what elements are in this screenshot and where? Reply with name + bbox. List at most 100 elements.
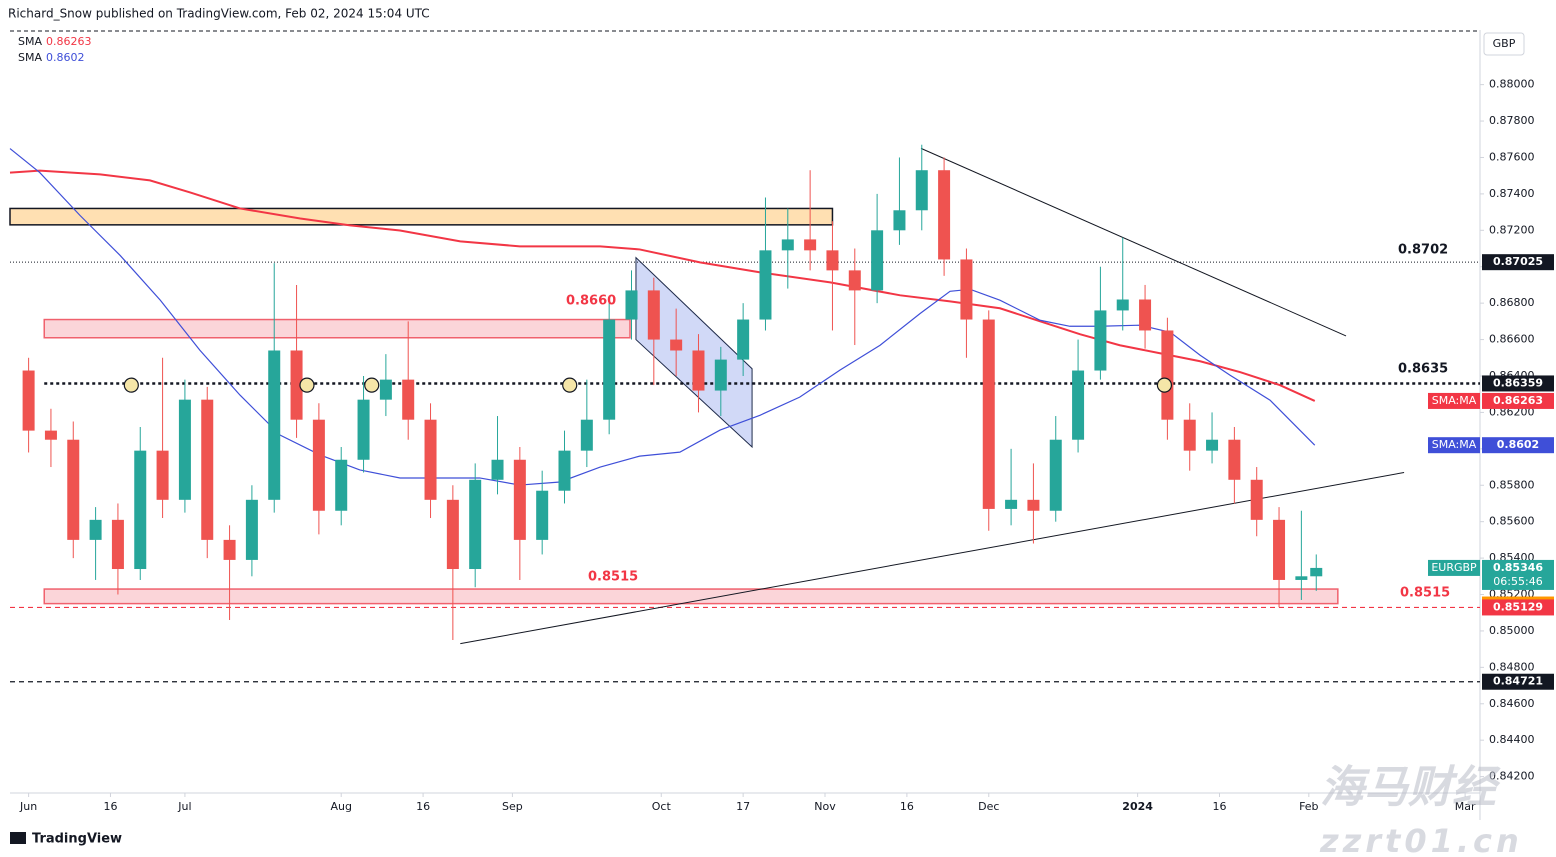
sma-price: 0.8602 (1497, 438, 1539, 451)
candle-body (201, 399, 214, 540)
candle-body (982, 319, 995, 509)
x-tick-label: 2024 (1122, 800, 1153, 813)
candle-body (1161, 330, 1174, 420)
candle-body (1183, 419, 1196, 451)
candle-body (1005, 499, 1018, 509)
y-tick-label: 0.85800 (1489, 478, 1535, 491)
annotation: 0.8635 (1398, 362, 1448, 377)
sma-price-box (1482, 437, 1554, 454)
candle-body (469, 479, 482, 570)
touch-marker (562, 377, 578, 393)
trendline (920, 147, 1347, 337)
y-tick-label: 0.87200 (1489, 223, 1535, 236)
x-tick-label: Jun (19, 800, 37, 813)
candle-body (960, 259, 973, 320)
x-tick-label: Sep (502, 800, 523, 813)
candle-body (335, 459, 348, 511)
price-label: 0.86359 (1493, 376, 1543, 389)
candle-body (1206, 439, 1219, 451)
candle-body (156, 450, 169, 500)
candle-body (692, 350, 705, 391)
candle-body (625, 290, 638, 320)
candle-body (379, 379, 392, 400)
candle-body (446, 499, 459, 570)
sma-tag-box (1428, 437, 1480, 454)
y-tick-label: 0.88000 (1489, 78, 1535, 91)
candle-body (670, 339, 683, 351)
x-tick-label: Jul (177, 800, 191, 813)
candle-body (871, 230, 884, 291)
trendline (460, 472, 1405, 645)
y-tick-label: 0.87600 (1489, 150, 1535, 163)
sma-price-box (1482, 392, 1554, 409)
annotation: 0.8515 (588, 570, 638, 585)
candle-body (781, 239, 794, 251)
legend-name: SMA (18, 35, 42, 48)
zone (9, 207, 834, 226)
candle-body (603, 319, 616, 420)
touch-marker (1156, 377, 1173, 393)
brand: TradingView (10, 832, 122, 847)
watermark: zzrt01.cn (1319, 822, 1523, 857)
candle-body (915, 170, 928, 211)
candle-body (938, 170, 951, 260)
header: Richard_Snow published on TradingView.co… (8, 7, 430, 21)
touch-marker (123, 377, 139, 393)
candle-body (536, 490, 549, 540)
candle-body (580, 419, 593, 451)
touch-marker (299, 377, 315, 393)
candle-body (1094, 310, 1107, 371)
currency: GBP (1493, 37, 1516, 50)
y-tick-label: 0.84800 (1489, 660, 1535, 673)
x-tick-label: 16 (103, 800, 117, 813)
candle-body (714, 359, 727, 391)
x-tick-label: Dec (978, 800, 999, 813)
x-tick-label: 16 (416, 800, 430, 813)
price-label: 0.87025 (1493, 255, 1543, 268)
candle-body (1228, 439, 1241, 480)
sma-tag: SMA:MA (1432, 438, 1477, 451)
candle-body (134, 450, 147, 570)
price-label-box (1482, 599, 1554, 616)
plot-area (9, 144, 1480, 683)
candle-body (312, 419, 325, 511)
y-tick-label: 0.86800 (1489, 296, 1535, 309)
legend-value: 0.8602 (46, 51, 85, 64)
candle-body (1049, 439, 1062, 511)
y-tick-label: 0.85000 (1489, 624, 1535, 637)
candle-body (848, 270, 861, 291)
sma-line (9, 169, 1316, 402)
legend-name: SMA (18, 51, 42, 64)
y-tick-label: 0.86600 (1489, 333, 1535, 346)
x-tick-label: Nov (814, 800, 836, 813)
zone (43, 318, 631, 339)
last-price-box (1482, 559, 1554, 590)
candle-body (804, 239, 817, 251)
symbol-tag-box (1428, 559, 1480, 576)
symbol-tag: EURGBP (1431, 561, 1477, 574)
candle-body (1116, 299, 1129, 311)
candle-body (424, 419, 437, 500)
zone (43, 588, 1339, 605)
candle-body (89, 519, 102, 540)
candle-body (1250, 479, 1263, 520)
legend-value: 0.86263 (46, 35, 92, 48)
currency-box[interactable] (1483, 32, 1525, 56)
y-tick-label: 0.84400 (1489, 733, 1535, 746)
candle-body (1295, 576, 1308, 580)
sma-tag-box (1428, 392, 1480, 409)
price-label: 0.84721 (1493, 675, 1543, 688)
sma-price: 0.86263 (1493, 394, 1543, 407)
annotation: 0.8660 (566, 294, 616, 309)
candle-body (223, 539, 236, 560)
candle-body (268, 350, 281, 500)
y-tick-label: 0.85600 (1489, 515, 1535, 528)
candle-body (759, 250, 772, 320)
candle-body (737, 319, 750, 360)
candle-body (1072, 370, 1085, 440)
y-tick-label: 0.84200 (1489, 770, 1535, 783)
candle-body (893, 210, 906, 231)
y-tick-label: 0.84600 (1489, 697, 1535, 710)
x-tick-label: Feb (1299, 800, 1318, 813)
x-tick-label: Aug (330, 800, 351, 813)
